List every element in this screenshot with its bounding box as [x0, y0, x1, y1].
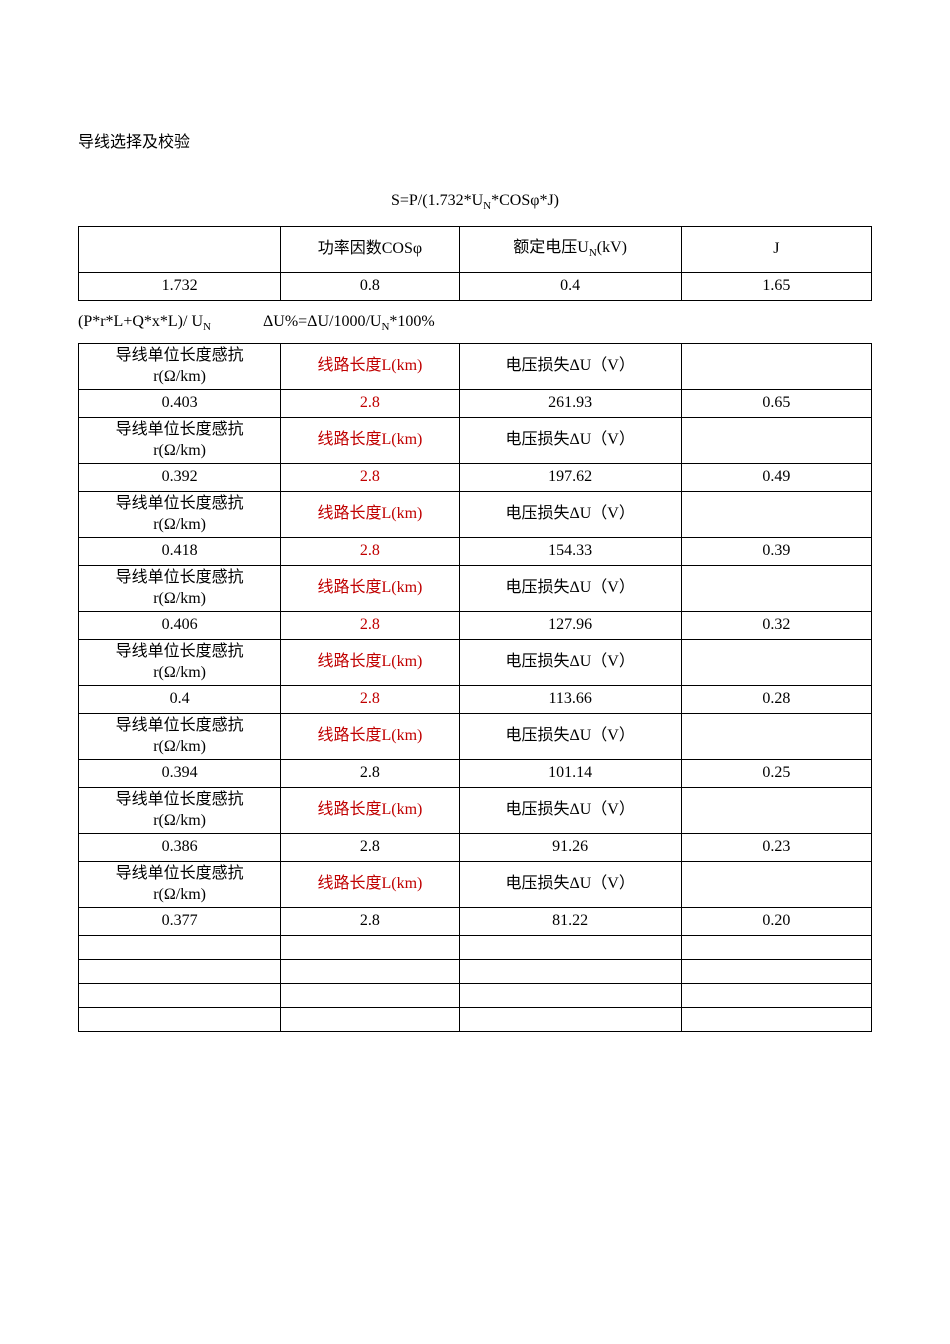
loss-header-L: 线路长度L(km) — [281, 714, 459, 760]
loss-header-r: 导线单位长度感抗r(Ω/km) — [79, 566, 281, 612]
loss-header-dU: 电压损失ΔU（V） — [459, 788, 681, 834]
loss-header-L: 线路长度L(km) — [281, 492, 459, 538]
t1-h3: 额定电压UN(kV) — [459, 227, 681, 273]
loss-value-L: 2.8 — [281, 538, 459, 566]
loss-header-dU: 电压损失ΔU（V） — [459, 418, 681, 464]
page-title: 导线选择及校验 — [78, 128, 872, 152]
loss-header-L: 线路长度L(km) — [281, 788, 459, 834]
empty-cell — [681, 1008, 871, 1032]
loss-header-r: 导线单位长度感抗r(Ω/km) — [79, 344, 281, 390]
empty-cell — [459, 984, 681, 1008]
loss-value-L: 2.8 — [281, 760, 459, 788]
loss-value-dU: 91.26 — [459, 834, 681, 862]
loss-value-pct: 0.32 — [681, 612, 871, 640]
formula-s: S=P/(1.732*UN*COSφ*J) — [78, 192, 872, 212]
t1-v1: 1.732 — [79, 273, 281, 301]
loss-header-blank — [681, 344, 871, 390]
loss-value-pct: 0.25 — [681, 760, 871, 788]
loss-header-r: 导线单位长度感抗r(Ω/km) — [79, 788, 281, 834]
loss-header-blank — [681, 640, 871, 686]
t1-v4: 1.65 — [681, 273, 871, 301]
loss-header-dU: 电压损失ΔU（V） — [459, 714, 681, 760]
empty-cell — [459, 936, 681, 960]
loss-value-r: 0.394 — [79, 760, 281, 788]
empty-cell — [281, 960, 459, 984]
empty-cell — [79, 1008, 281, 1032]
loss-header-dU: 电压损失ΔU（V） — [459, 862, 681, 908]
t1-v3: 0.4 — [459, 273, 681, 301]
t1-h1 — [79, 227, 281, 273]
loss-header-L: 线路长度L(km) — [281, 566, 459, 612]
loss-value-dU: 81.22 — [459, 908, 681, 936]
loss-value-pct: 0.49 — [681, 464, 871, 492]
empty-cell — [79, 960, 281, 984]
loss-value-L: 2.8 — [281, 390, 459, 418]
loss-value-dU: 127.96 — [459, 612, 681, 640]
params-table: 功率因数COSφ 额定电压UN(kV) J 1.732 0.8 0.4 1.65 — [78, 226, 872, 301]
loss-value-dU: 154.33 — [459, 538, 681, 566]
loss-value-L: 2.8 — [281, 612, 459, 640]
loss-header-blank — [681, 566, 871, 612]
loss-value-r: 0.386 — [79, 834, 281, 862]
loss-value-r: 0.377 — [79, 908, 281, 936]
loss-header-r: 导线单位长度感抗r(Ω/km) — [79, 862, 281, 908]
loss-header-blank — [681, 492, 871, 538]
loss-header-blank — [681, 714, 871, 760]
loss-header-blank — [681, 862, 871, 908]
empty-cell — [459, 1008, 681, 1032]
loss-value-dU: 197.62 — [459, 464, 681, 492]
empty-cell — [681, 984, 871, 1008]
empty-cell — [681, 936, 871, 960]
empty-cell — [459, 960, 681, 984]
loss-value-dU: 113.66 — [459, 686, 681, 714]
loss-value-dU: 101.14 — [459, 760, 681, 788]
loss-value-L: 2.8 — [281, 464, 459, 492]
loss-value-r: 0.4 — [79, 686, 281, 714]
formula-du: (P*r*L+Q*x*L)/ UNΔU%=ΔU/1000/UN*100% — [78, 313, 872, 333]
empty-cell — [281, 1008, 459, 1032]
loss-value-dU: 261.93 — [459, 390, 681, 418]
t1-h2: 功率因数COSφ — [281, 227, 459, 273]
loss-header-r: 导线单位长度感抗r(Ω/km) — [79, 492, 281, 538]
loss-table: 导线单位长度感抗r(Ω/km)线路长度L(km)电压损失ΔU（V）0.4032.… — [78, 343, 872, 1032]
loss-value-pct: 0.23 — [681, 834, 871, 862]
loss-header-L: 线路长度L(km) — [281, 418, 459, 464]
loss-value-L: 2.8 — [281, 908, 459, 936]
loss-header-dU: 电压损失ΔU（V） — [459, 566, 681, 612]
loss-header-dU: 电压损失ΔU（V） — [459, 492, 681, 538]
loss-value-pct: 0.28 — [681, 686, 871, 714]
loss-header-blank — [681, 418, 871, 464]
t1-h4: J — [681, 227, 871, 273]
loss-value-L: 2.8 — [281, 686, 459, 714]
loss-header-L: 线路长度L(km) — [281, 862, 459, 908]
loss-header-dU: 电压损失ΔU（V） — [459, 344, 681, 390]
empty-cell — [281, 984, 459, 1008]
loss-header-dU: 电压损失ΔU（V） — [459, 640, 681, 686]
loss-header-r: 导线单位长度感抗r(Ω/km) — [79, 418, 281, 464]
loss-header-blank — [681, 788, 871, 834]
loss-value-r: 0.406 — [79, 612, 281, 640]
t1-v2: 0.8 — [281, 273, 459, 301]
empty-cell — [281, 936, 459, 960]
loss-value-pct: 0.65 — [681, 390, 871, 418]
loss-header-r: 导线单位长度感抗r(Ω/km) — [79, 714, 281, 760]
loss-value-r: 0.392 — [79, 464, 281, 492]
empty-cell — [79, 984, 281, 1008]
loss-header-L: 线路长度L(km) — [281, 640, 459, 686]
empty-cell — [79, 936, 281, 960]
loss-value-pct: 0.20 — [681, 908, 871, 936]
loss-value-r: 0.418 — [79, 538, 281, 566]
loss-header-L: 线路长度L(km) — [281, 344, 459, 390]
loss-value-r: 0.403 — [79, 390, 281, 418]
loss-value-pct: 0.39 — [681, 538, 871, 566]
loss-header-r: 导线单位长度感抗r(Ω/km) — [79, 640, 281, 686]
empty-cell — [681, 960, 871, 984]
loss-value-L: 2.8 — [281, 834, 459, 862]
